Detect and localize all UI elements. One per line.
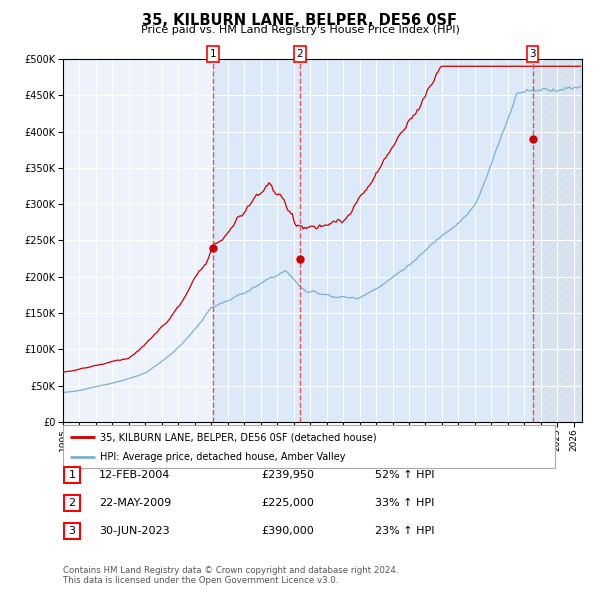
Text: HPI: Average price, detached house, Amber Valley: HPI: Average price, detached house, Ambe… — [100, 453, 346, 462]
Text: 1: 1 — [68, 470, 76, 480]
Bar — [533, 59, 582, 422]
Text: Price paid vs. HM Land Registry's House Price Index (HPI): Price paid vs. HM Land Registry's House … — [140, 25, 460, 35]
Bar — [300, 59, 533, 422]
Text: 3: 3 — [529, 49, 536, 59]
Text: 2: 2 — [68, 498, 76, 507]
Text: 12-FEB-2004: 12-FEB-2004 — [99, 470, 170, 480]
Text: 33% ↑ HPI: 33% ↑ HPI — [375, 498, 434, 507]
Text: 3: 3 — [68, 526, 76, 536]
Text: 22-MAY-2009: 22-MAY-2009 — [99, 498, 171, 507]
Text: Contains HM Land Registry data © Crown copyright and database right 2024.
This d: Contains HM Land Registry data © Crown c… — [63, 566, 398, 585]
Text: 1: 1 — [210, 49, 217, 59]
Text: 52% ↑ HPI: 52% ↑ HPI — [375, 470, 434, 480]
Text: 30-JUN-2023: 30-JUN-2023 — [99, 526, 170, 536]
Bar — [213, 59, 300, 422]
Text: £390,000: £390,000 — [261, 526, 314, 536]
FancyBboxPatch shape — [64, 467, 80, 483]
Text: 23% ↑ HPI: 23% ↑ HPI — [375, 526, 434, 536]
Text: 35, KILBURN LANE, BELPER, DE56 0SF (detached house): 35, KILBURN LANE, BELPER, DE56 0SF (deta… — [100, 432, 377, 442]
Text: 35, KILBURN LANE, BELPER, DE56 0SF: 35, KILBURN LANE, BELPER, DE56 0SF — [143, 13, 458, 28]
Text: £239,950: £239,950 — [261, 470, 314, 480]
Text: 2: 2 — [296, 49, 303, 59]
Text: £225,000: £225,000 — [261, 498, 314, 507]
FancyBboxPatch shape — [64, 523, 80, 539]
FancyBboxPatch shape — [64, 494, 80, 510]
